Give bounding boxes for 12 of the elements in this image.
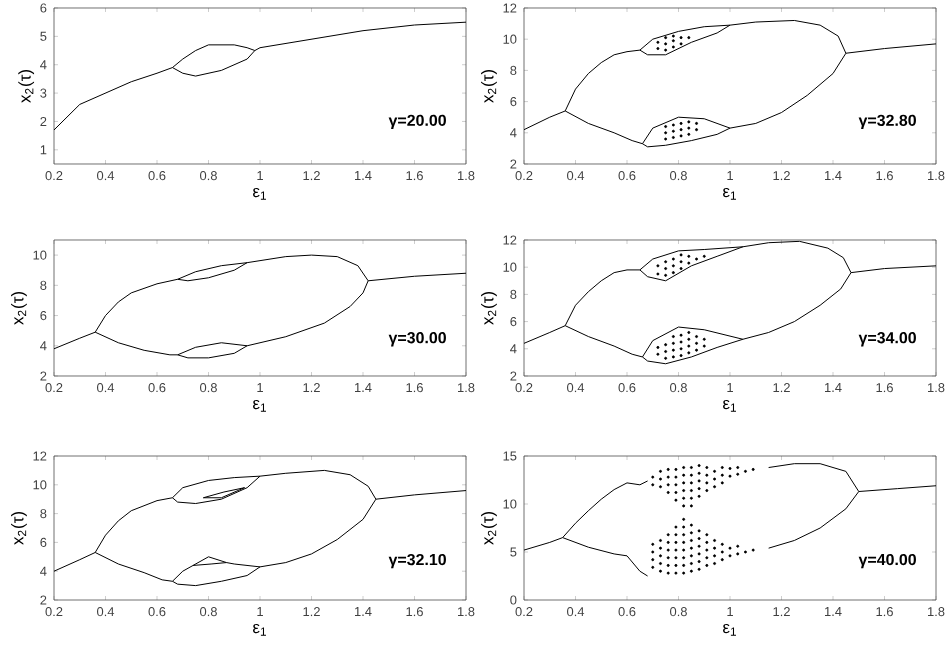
y-axis-title: x$_{2}$(τ) (11, 512, 27, 545)
x-axis-title: ε$_{1}$ (253, 187, 266, 200)
x-axis-title: ε$_{1}$ (723, 399, 736, 412)
x-axis-title: ε$_{1}$ (253, 399, 266, 412)
x-axis-title: ε$_{1}$ (253, 623, 266, 636)
y-axis-title: x$_{2}$(τ) (11, 292, 27, 325)
y-axis-title: x$_{2}$(τ) (18, 70, 35, 103)
x-axis-title: ε$_{1}$ (723, 623, 736, 636)
x-axis-title: ε$_{1}$ (723, 187, 736, 200)
y-axis-title: x$_{2}$(τ) (481, 512, 497, 545)
y-axis-title: x$_{2}$(τ) (481, 292, 497, 325)
y-axis-title: x$_{2}$(τ) (481, 70, 497, 103)
